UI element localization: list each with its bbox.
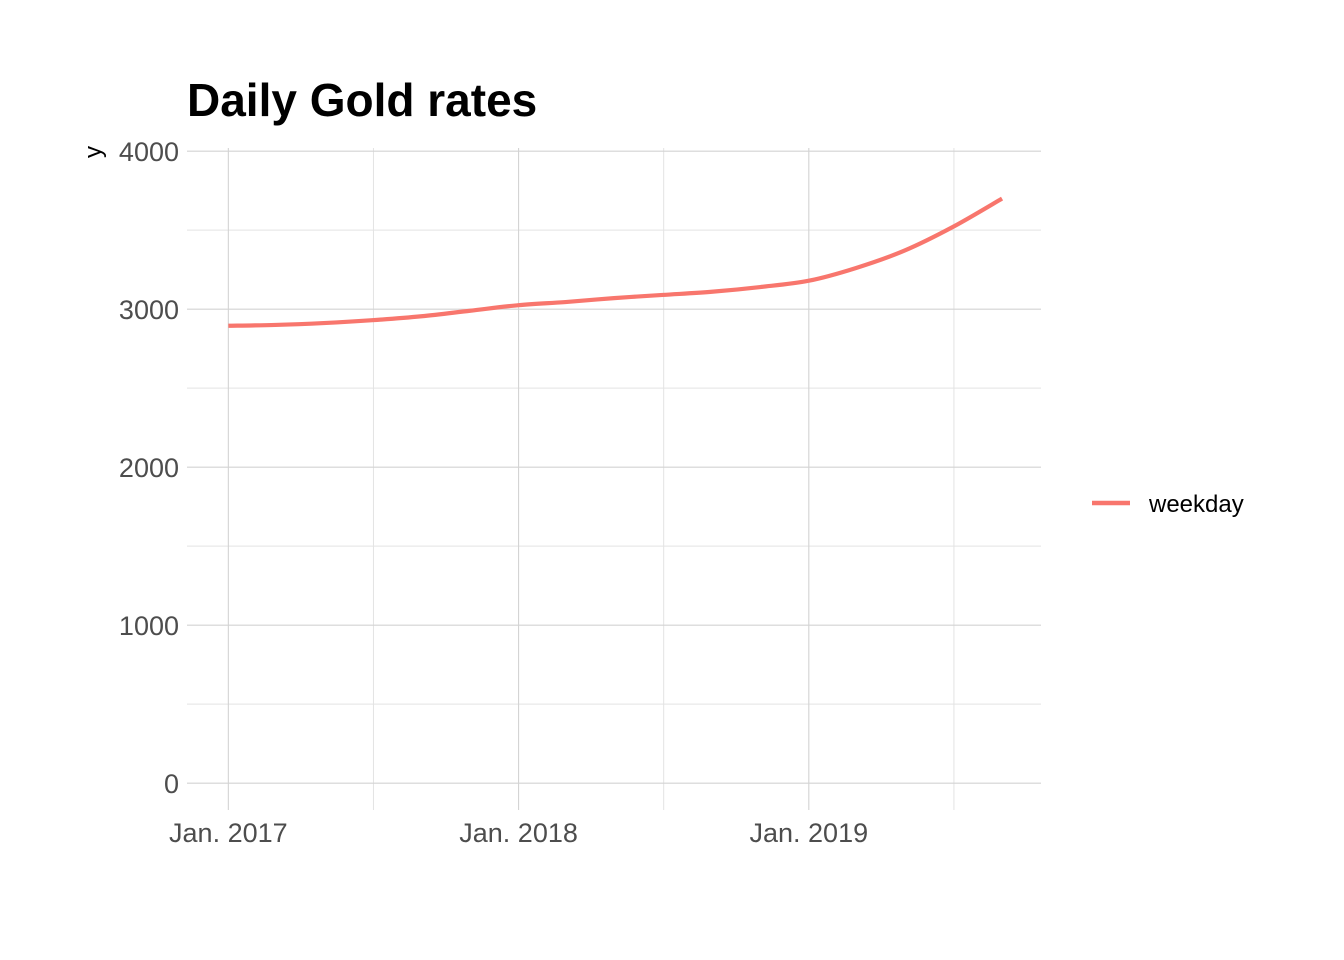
y-tick-label: 0: [164, 769, 179, 799]
x-tick-label: Jan. 2019: [750, 818, 869, 848]
legend: weekday: [1092, 491, 1244, 518]
x-tick-label: Jan. 2018: [459, 818, 578, 848]
y-tick-label: 2000: [119, 453, 179, 483]
major-y-gridlines: [187, 150, 1041, 784]
x-tick-labels: Jan. 2017 Jan. 2018 Jan. 2019: [169, 818, 868, 848]
x-tick-label: Jan. 2017: [169, 818, 288, 848]
major-x-gridlines: [227, 148, 810, 810]
y-axis-label: y: [80, 146, 107, 158]
y-tick-label: 4000: [119, 137, 179, 167]
series-layer: [228, 196, 1004, 328]
y-tick-label: 3000: [119, 295, 179, 325]
series-line-weekday: [228, 196, 1004, 328]
y-tick-label: 1000: [119, 611, 179, 641]
minor-y-gridlines: [187, 229, 1041, 705]
chart-title: Daily Gold rates: [187, 74, 537, 126]
minor-x-gridlines: [372, 148, 955, 810]
y-tick-labels: 0 1000 2000 3000 4000: [119, 137, 179, 799]
legend-label-weekday: weekday: [1148, 491, 1244, 518]
